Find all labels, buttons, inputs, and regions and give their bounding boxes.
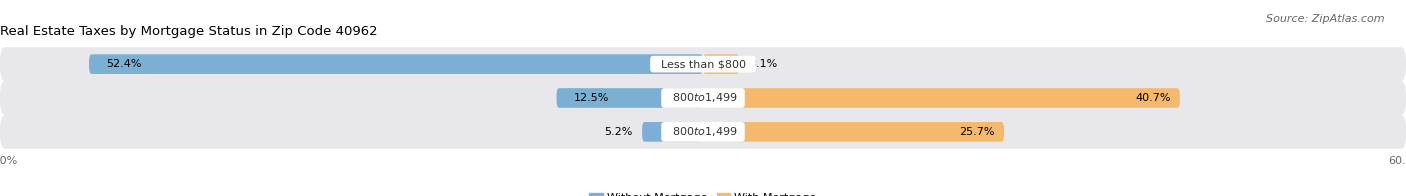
Text: 5.2%: 5.2% (605, 127, 633, 137)
FancyBboxPatch shape (703, 54, 740, 74)
FancyBboxPatch shape (557, 88, 703, 108)
FancyBboxPatch shape (0, 115, 1406, 149)
FancyBboxPatch shape (89, 54, 703, 74)
Text: 12.5%: 12.5% (574, 93, 609, 103)
FancyBboxPatch shape (643, 122, 703, 142)
Text: $800 to $1,499: $800 to $1,499 (665, 125, 741, 138)
FancyBboxPatch shape (703, 122, 1004, 142)
Text: Real Estate Taxes by Mortgage Status in Zip Code 40962: Real Estate Taxes by Mortgage Status in … (0, 25, 378, 38)
Text: Less than $800: Less than $800 (654, 59, 752, 69)
Text: 40.7%: 40.7% (1135, 93, 1171, 103)
FancyBboxPatch shape (0, 81, 1406, 115)
Text: 52.4%: 52.4% (107, 59, 142, 69)
Text: 25.7%: 25.7% (959, 127, 995, 137)
FancyBboxPatch shape (0, 47, 1406, 81)
Text: $800 to $1,499: $800 to $1,499 (665, 92, 741, 104)
Text: 3.1%: 3.1% (749, 59, 778, 69)
Text: Source: ZipAtlas.com: Source: ZipAtlas.com (1267, 14, 1385, 24)
Legend: Without Mortgage, With Mortgage: Without Mortgage, With Mortgage (585, 188, 821, 196)
FancyBboxPatch shape (703, 88, 1180, 108)
